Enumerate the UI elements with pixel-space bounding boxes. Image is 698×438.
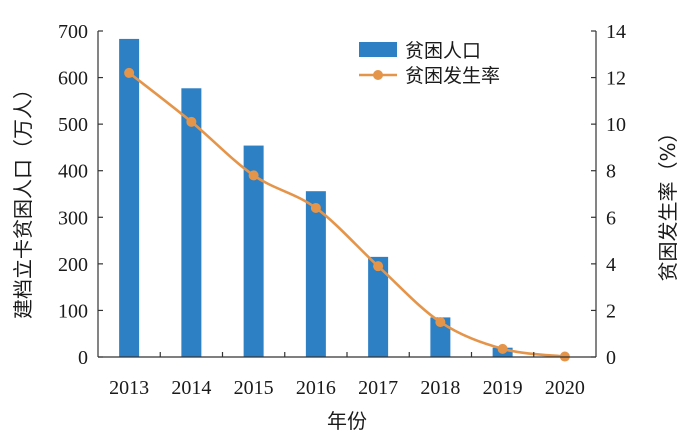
x-tick-label: 2017	[358, 377, 398, 399]
x-tick-label: 2015	[234, 377, 274, 399]
y2-tick-label: 6	[606, 207, 616, 229]
rate-point-2018	[435, 317, 446, 328]
y2-tick-label: 12	[606, 68, 626, 90]
y-tick-label: 100	[58, 300, 88, 322]
rate-point-2016	[310, 202, 321, 213]
y-tick-label: 0	[78, 347, 88, 369]
rate-point-2014	[186, 116, 197, 127]
y2-tick-label: 0	[606, 347, 616, 369]
bar-2013	[119, 38, 140, 357]
y-tick-label: 600	[58, 68, 88, 90]
rate-point-2015	[248, 170, 259, 181]
bar-2017	[368, 256, 389, 357]
axes	[97, 30, 597, 358]
y-tick-label: 500	[58, 114, 88, 136]
x-tick-label: 2020	[545, 377, 585, 399]
tick-labels: 0 100 200 300 400 500 600 700 0 2 4 6 8 10 12 14 2013 201…	[58, 21, 626, 399]
legend-line-marker	[373, 70, 383, 80]
line-series	[124, 67, 570, 362]
rate-point-2017	[373, 261, 384, 272]
bar-2016	[305, 191, 326, 357]
y-axis-label: 建档立卡贫困人口（万人）	[11, 79, 35, 319]
bar-2015	[243, 145, 264, 357]
legend-line-label: 贫困发生率	[405, 65, 500, 87]
y2-tick-label: 4	[606, 254, 616, 276]
y2-tick-label: 2	[606, 300, 616, 322]
legend-bar-swatch	[359, 42, 397, 57]
y-tick-label: 300	[58, 207, 88, 229]
y-tick-label: 400	[58, 161, 88, 183]
y2-tick-label: 14	[606, 21, 626, 43]
x-tick-label: 2018	[420, 377, 460, 399]
x-axis-label: 年份	[327, 409, 367, 433]
legend-bar-label: 贫困人口	[405, 40, 481, 62]
y2-tick-label: 8	[606, 161, 616, 183]
y2-tick-label: 10	[606, 114, 626, 136]
rate-point-2019	[497, 343, 508, 354]
x-tick-label: 2019	[483, 377, 523, 399]
rate-line	[128, 71, 566, 358]
y-tick-label: 700	[58, 21, 88, 43]
rate-point-2013	[124, 67, 135, 78]
x-tick-label: 2013	[109, 377, 149, 399]
x-tick-label: 2014	[171, 377, 211, 399]
bar-2018	[430, 317, 451, 357]
bar-2014	[181, 88, 202, 357]
legend: 贫困人口 贫困发生率	[359, 40, 500, 87]
x-tick-label: 2016	[296, 377, 336, 399]
y2-axis-label: 贫困发生率（%）	[656, 122, 680, 281]
y-tick-label: 200	[58, 254, 88, 276]
